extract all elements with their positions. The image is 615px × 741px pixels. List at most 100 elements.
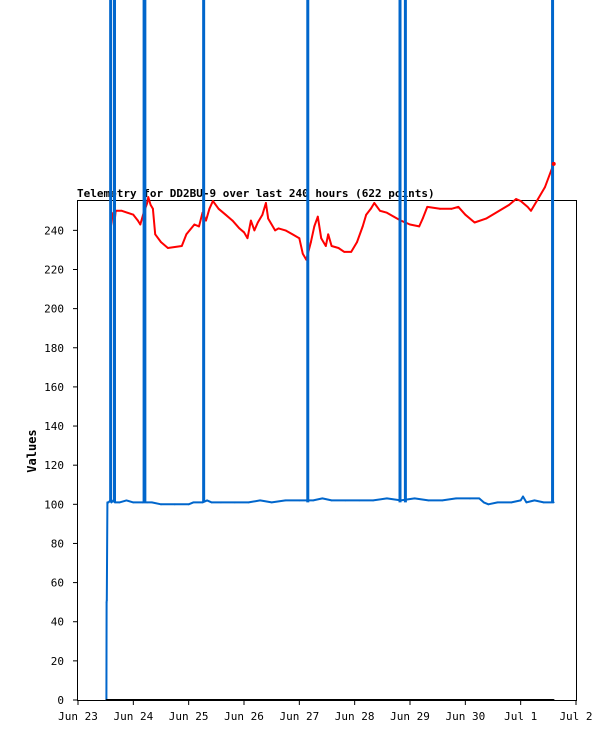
data-point: [298, 237, 301, 240]
data-point: [361, 225, 364, 228]
data-point: [330, 245, 333, 247]
data-point: [533, 499, 536, 502]
data-point: [439, 207, 441, 210]
data-point: [309, 241, 312, 243]
data-point: [552, 699, 555, 701]
data-point: [386, 211, 388, 214]
y-tick-label: 40: [51, 616, 64, 629]
y-tick-label: 160: [44, 381, 64, 394]
data-point: [160, 241, 162, 243]
x-tick-label: Jun 24: [113, 710, 153, 723]
series-line: [105, 495, 554, 701]
data-point: [350, 250, 353, 253]
data-point: [105, 699, 108, 701]
data-point: [344, 499, 347, 502]
data-point: [543, 186, 546, 189]
data-point: [284, 229, 287, 232]
data-point: [193, 223, 196, 226]
data-point: [522, 495, 524, 498]
data-point: [250, 219, 252, 222]
data-point: [231, 219, 234, 222]
data-point: [457, 205, 460, 208]
x-tick-label: Jun 26: [224, 710, 264, 723]
series-1: [109, 162, 555, 261]
data-point: [421, 217, 424, 220]
data-point: [198, 225, 200, 228]
data-point: [146, 501, 149, 504]
y-tick-label: 220: [44, 263, 64, 276]
x-tick-label: Jun 29: [390, 710, 430, 723]
y-tick-label: 60: [51, 577, 64, 590]
data-point: [426, 205, 429, 208]
data-point: [137, 219, 139, 222]
data-point: [427, 499, 430, 502]
data-point: [211, 200, 214, 202]
x-tick-label: Jun 25: [169, 710, 209, 723]
data-point: [530, 209, 532, 212]
data-point: [210, 501, 213, 504]
data-point: [316, 215, 319, 218]
data-point: [105, 599, 108, 602]
data-point: [270, 501, 273, 504]
data-point: [365, 213, 368, 216]
data-point: [525, 501, 528, 504]
data-point: [206, 499, 209, 502]
chart-title: Telemetry for DD2BU-9 over last 240 hour…: [77, 187, 435, 200]
data-point: [537, 198, 539, 200]
data-point: [379, 209, 381, 212]
data-point: [356, 241, 358, 243]
series-3: [105, 699, 555, 701]
data-point: [327, 233, 330, 236]
series-line: [109, 163, 555, 261]
data-point: [160, 503, 162, 506]
data-point: [291, 233, 294, 236]
x-tick-label: Jul 1: [504, 710, 537, 723]
data-point: [464, 213, 467, 216]
data-point: [120, 209, 123, 212]
data-point: [519, 499, 522, 502]
data-point: [118, 501, 121, 504]
data-point: [253, 229, 256, 232]
data-point: [343, 250, 346, 253]
y-tick-label: 20: [51, 655, 64, 668]
y-axis: 0 20 40 60 80 100 120 140 160 180 200 220 240: [44, 224, 78, 707]
data-point: [125, 499, 128, 502]
plot-frame: [77, 200, 577, 701]
data-point: [526, 205, 529, 208]
data-point: [274, 229, 277, 232]
data-point: [441, 499, 444, 502]
data-point: [247, 501, 250, 504]
x-tick-label: Jun 23: [58, 710, 98, 723]
data-point: [132, 501, 135, 504]
x-tick-label: Jul 2: [559, 710, 592, 723]
data-point: [185, 233, 188, 236]
data-point: [267, 217, 270, 220]
data-point: [478, 497, 481, 500]
data-point: [324, 245, 327, 247]
data-point: [455, 497, 458, 500]
y-tick-label: 120: [44, 459, 64, 472]
data-point: [320, 237, 323, 240]
data-point: [373, 202, 376, 204]
x-tick-label: Jun 30: [445, 710, 485, 723]
data-point: [208, 207, 211, 210]
last-point-marker: [551, 161, 556, 166]
y-axis-title: Values: [25, 429, 39, 472]
data-point: [277, 227, 280, 230]
data-point: [450, 207, 453, 210]
data-point: [542, 501, 545, 504]
series-2: [105, 0, 555, 701]
data-point: [220, 501, 222, 504]
data-point: [330, 499, 333, 502]
data-point: [146, 202, 149, 204]
x-axis: Jun 23 Jun 24 Jun 25 Jun 26 Jun 27 Jun 28 Jun …: [58, 700, 593, 723]
data-point: [105, 601, 108, 604]
data-point: [154, 233, 157, 236]
series-layer: [105, 0, 556, 701]
y-tick-label: 140: [44, 420, 64, 433]
data-point: [233, 501, 236, 504]
data-point: [205, 219, 207, 222]
data-point: [238, 227, 241, 230]
data-point: [298, 499, 301, 502]
